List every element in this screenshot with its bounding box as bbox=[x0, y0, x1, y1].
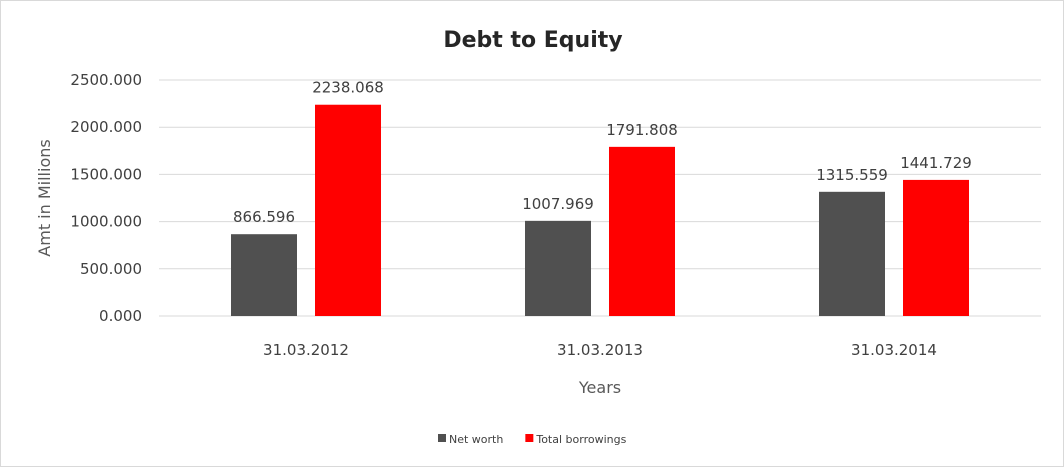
x-tick-label: 31.03.2012 bbox=[263, 341, 349, 359]
y-tick-label: 1500.000 bbox=[70, 165, 142, 183]
legend-swatch bbox=[438, 434, 446, 442]
x-axis-label: Years bbox=[578, 378, 621, 397]
gridlines: 0.000 500.000 1000.000 1500.000 2000.000 2500… bbox=[70, 71, 1041, 325]
legend-label: Net worth bbox=[449, 433, 503, 446]
bar-net-worth bbox=[819, 191, 885, 316]
y-tick-label: 2500.000 bbox=[70, 71, 142, 89]
y-tick-label: 0.000 bbox=[99, 307, 142, 325]
bar-total-borrowings bbox=[903, 179, 969, 316]
legend-swatch bbox=[525, 434, 534, 442]
y-axis-label: Amt in Millions bbox=[35, 139, 54, 256]
data-label: 866.596 bbox=[233, 208, 295, 226]
y-tick-label: 1000.000 bbox=[70, 213, 142, 231]
x-tick-label: 31.03.2013 bbox=[557, 341, 643, 359]
y-tick-label: 2000.000 bbox=[70, 118, 142, 136]
bar-total-borrowings bbox=[609, 146, 675, 316]
bar-total-borrowings bbox=[315, 104, 381, 316]
y-tick-label: 500.000 bbox=[80, 260, 142, 278]
data-label: 1441.729 bbox=[900, 154, 972, 172]
bar-net-worth bbox=[525, 220, 591, 316]
data-label: 1315.559 bbox=[816, 166, 888, 184]
chart-title: Debt to Equity bbox=[443, 28, 622, 53]
bar-net-worth bbox=[231, 234, 297, 316]
legend-label: Total borrowings bbox=[535, 433, 626, 446]
legend: Net worth Total borrowings bbox=[438, 433, 627, 446]
data-label: 2238.068 bbox=[312, 79, 384, 97]
bars: 31.03.2012 866.596 2238.068 31.03.2013 1007.… bbox=[231, 79, 972, 359]
data-label: 1007.969 bbox=[522, 195, 594, 213]
x-tick-label: 31.03.2014 bbox=[851, 341, 937, 359]
data-label: 1791.808 bbox=[606, 121, 678, 139]
